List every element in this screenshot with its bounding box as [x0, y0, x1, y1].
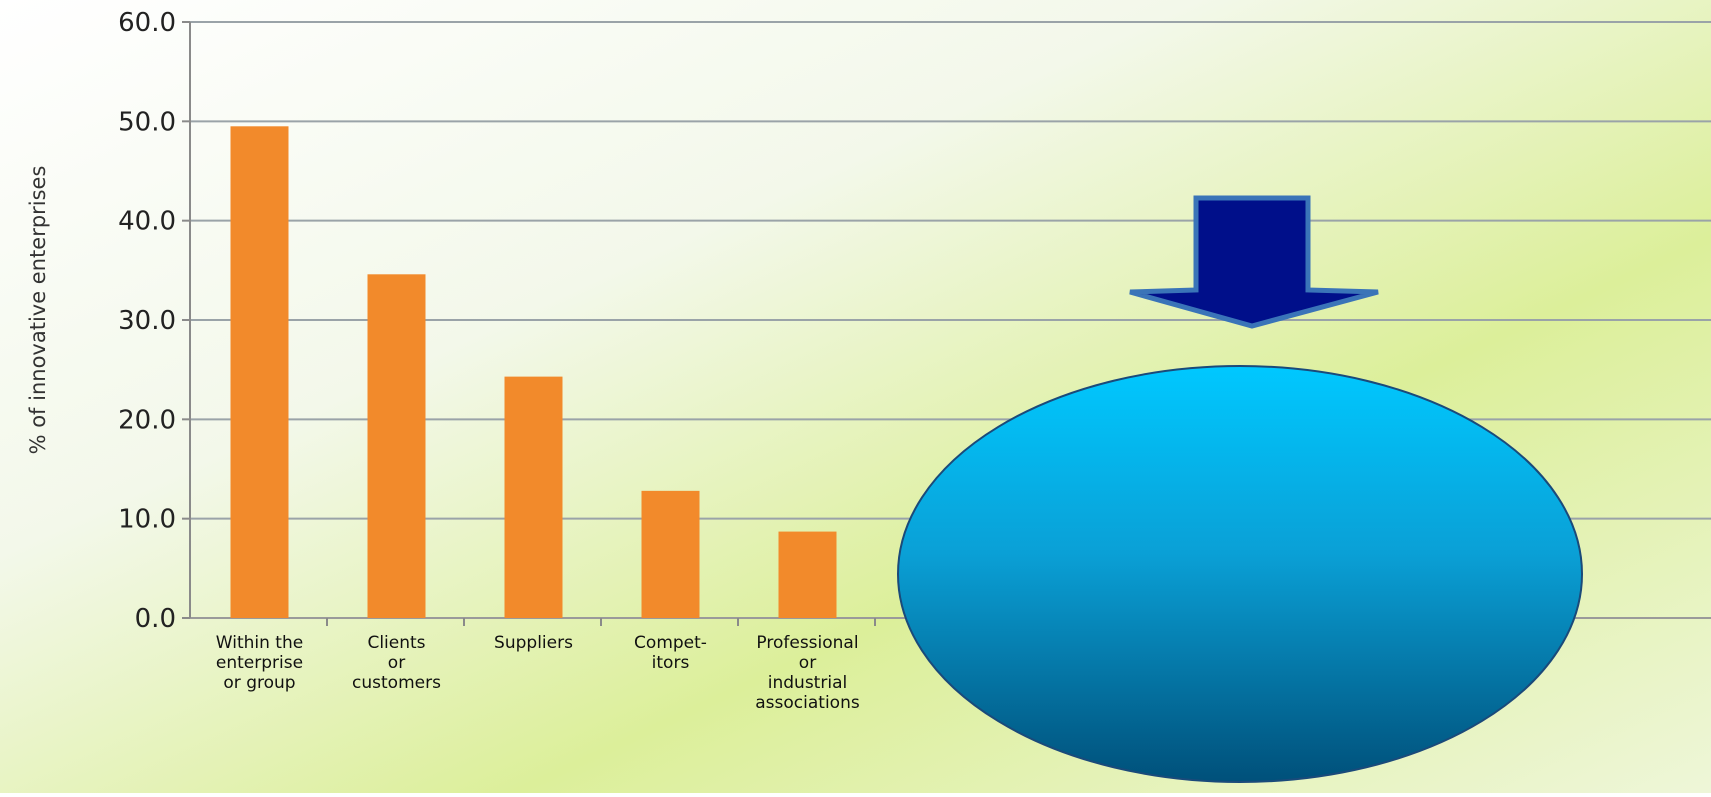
x-tick-label: Professional or industrial associations: [755, 633, 860, 713]
y-tick-label: 40.0: [118, 207, 176, 237]
bar: [641, 490, 700, 618]
x-tick-label-line: Suppliers: [494, 633, 573, 653]
overlay-shapes: [897, 195, 1583, 783]
x-tick-label-line: Professional: [756, 633, 858, 653]
x-tick-label-line: or: [388, 653, 405, 673]
bars: [230, 126, 837, 619]
x-tick-label-line: or: [799, 653, 816, 673]
y-tick-label: 0.0: [135, 604, 176, 634]
bar: [230, 126, 289, 619]
ellipse-shape: [897, 365, 1583, 783]
y-tick-label: 20.0: [118, 405, 176, 435]
x-tick-label-line: Compet-: [634, 633, 707, 653]
y-tick-label: 50.0: [118, 107, 176, 137]
y-axis-title-wrap: % of innovative enterprises: [0, 0, 80, 793]
x-tick-label-line: industrial: [768, 673, 847, 693]
x-tick-label: Clients or customers: [352, 633, 441, 693]
x-tick-label-line: itors: [652, 653, 690, 673]
y-tick-label: 60.0: [118, 8, 176, 38]
x-tick-label: Within the enterprise or group: [216, 633, 303, 693]
x-tick-label-line: Within the: [216, 633, 303, 653]
down-arrow-shape: [1129, 195, 1379, 329]
x-tick-label-line: associations: [755, 693, 860, 713]
y-tick-labels: 0.0 10.0 20.0 30.0 40.0 50.0 60.0: [118, 8, 176, 634]
bar: [504, 376, 563, 618]
x-tick-label: Compet-itors: [634, 633, 707, 673]
y-axis-title: % of innovative enterprises: [26, 165, 50, 455]
x-tick-label-line: Clients: [367, 633, 425, 653]
x-tick-label: Suppliers: [494, 633, 573, 653]
bar: [367, 274, 426, 618]
y-tick-label: 30.0: [118, 306, 176, 336]
x-tick-label-line: customers: [352, 673, 441, 693]
x-tick-label-line: or group: [223, 673, 295, 693]
x-tick-label-line: enterprise: [216, 653, 303, 673]
bar: [778, 531, 837, 618]
y-tick-label: 10.0: [118, 505, 176, 535]
